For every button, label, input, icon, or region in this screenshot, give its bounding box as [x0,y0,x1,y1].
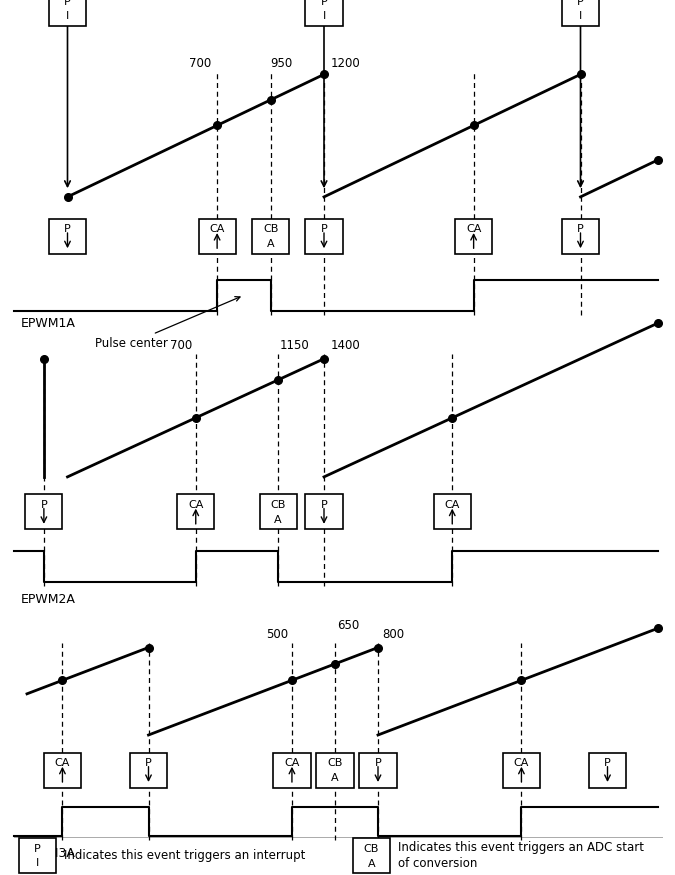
Text: CB: CB [263,224,278,234]
Text: P: P [321,224,327,234]
Text: A: A [267,239,274,249]
Text: P: P [321,500,327,510]
FancyBboxPatch shape [26,494,62,529]
Text: 1200: 1200 [331,57,360,70]
Text: A: A [274,514,282,525]
Text: Indicates this event triggers an interrupt: Indicates this event triggers an interru… [63,850,305,862]
FancyBboxPatch shape [260,494,297,529]
Text: CB: CB [327,758,343,768]
Text: 1150: 1150 [279,339,309,352]
Text: EPWM2A: EPWM2A [20,593,75,605]
Text: 650: 650 [337,619,359,632]
Text: I: I [36,858,38,868]
Text: I: I [579,10,582,21]
Text: CA: CA [514,758,529,768]
FancyBboxPatch shape [360,752,397,788]
Text: CA: CA [188,500,203,510]
Text: P: P [604,758,611,768]
Text: A: A [331,773,339,783]
FancyBboxPatch shape [252,219,289,254]
FancyBboxPatch shape [49,0,86,26]
Text: CA: CA [284,758,300,768]
FancyBboxPatch shape [317,752,354,788]
FancyBboxPatch shape [562,219,599,254]
FancyBboxPatch shape [177,494,215,529]
Text: EPWM3A: EPWM3A [20,847,75,859]
Text: I: I [323,10,325,21]
FancyBboxPatch shape [49,219,86,254]
Text: P: P [145,758,152,768]
Text: 1400: 1400 [331,339,360,352]
Text: CA: CA [209,224,225,234]
FancyBboxPatch shape [562,0,599,26]
Text: CA: CA [466,224,481,234]
Text: 950: 950 [271,57,293,70]
Text: CA: CA [55,758,70,768]
Text: 700: 700 [190,57,212,70]
Text: P: P [64,224,71,234]
Text: Pulse center: Pulse center [95,297,240,350]
Text: CB: CB [364,844,379,854]
Text: CA: CA [445,500,460,510]
Text: I: I [66,10,69,21]
Text: 800: 800 [382,627,404,640]
Text: P: P [577,0,584,7]
FancyBboxPatch shape [433,494,471,529]
FancyBboxPatch shape [273,752,310,788]
Text: 700: 700 [170,339,192,352]
Text: 500: 500 [267,627,289,640]
FancyBboxPatch shape [353,838,390,873]
FancyBboxPatch shape [305,219,342,254]
FancyBboxPatch shape [455,219,492,254]
FancyBboxPatch shape [305,0,342,26]
FancyBboxPatch shape [305,494,342,529]
Text: P: P [577,224,584,234]
Text: P: P [321,0,327,7]
FancyBboxPatch shape [503,752,540,788]
Text: A: A [367,858,375,869]
FancyBboxPatch shape [44,752,81,788]
FancyBboxPatch shape [589,752,626,788]
Text: Indicates this event triggers an ADC start
of conversion: Indicates this event triggers an ADC sta… [398,841,644,871]
FancyBboxPatch shape [198,219,236,254]
Text: P: P [40,500,47,510]
Text: P: P [64,0,71,7]
Text: CB: CB [271,500,286,510]
FancyBboxPatch shape [19,838,55,873]
FancyBboxPatch shape [130,752,167,788]
Text: EPWM1A: EPWM1A [20,318,75,330]
Text: P: P [34,844,40,854]
Text: P: P [375,758,381,768]
